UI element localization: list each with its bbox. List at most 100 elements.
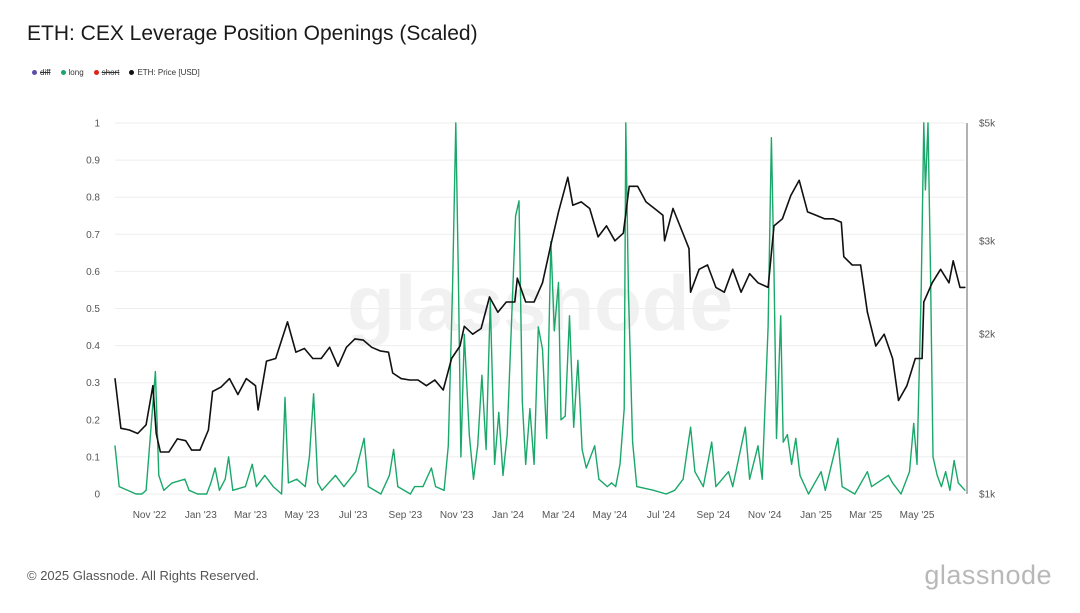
long-point <box>321 489 323 491</box>
long-point <box>945 471 947 473</box>
long-point <box>927 122 929 124</box>
long-point <box>892 482 894 484</box>
legend-label: diff <box>40 68 51 77</box>
long-point <box>414 486 416 488</box>
price-point <box>533 301 535 303</box>
price-point <box>392 372 394 374</box>
price-point <box>176 438 178 440</box>
long-point <box>525 463 527 465</box>
long-point <box>460 456 462 458</box>
price-point <box>875 345 877 347</box>
legend-item[interactable]: diff <box>32 68 51 77</box>
x-tick-label: Mar '24 <box>542 510 575 521</box>
long-point <box>472 478 475 480</box>
long-point <box>573 426 575 428</box>
legend-item[interactable]: ETH: Price [USD] <box>129 68 200 77</box>
x-tick-label: Jul '23 <box>339 510 368 521</box>
long-point <box>749 478 751 480</box>
long-point <box>537 326 539 328</box>
price-point <box>921 357 923 360</box>
long-point <box>468 434 470 436</box>
long-point <box>214 467 216 469</box>
long-point <box>702 486 704 488</box>
long-point <box>694 471 696 473</box>
price-point <box>541 282 544 284</box>
price-point <box>866 311 869 313</box>
long-point <box>936 474 938 476</box>
long-point <box>430 467 432 469</box>
long-point <box>690 426 692 428</box>
long-point <box>900 493 902 495</box>
long-point <box>287 482 289 484</box>
long-point <box>304 486 306 488</box>
long-point <box>744 426 746 428</box>
legend-item[interactable]: long <box>60 68 84 77</box>
price-point <box>451 357 453 360</box>
price-point <box>488 296 491 298</box>
price-point <box>199 449 201 451</box>
long-point <box>841 486 843 488</box>
y-tick-label-left: 0.7 <box>86 230 100 241</box>
copyright-text: © 2025 Glassnode. All Rights Reserved. <box>27 568 260 583</box>
price-point <box>155 432 157 435</box>
chart-title: ETH: CEX Leverage Position Openings (Sca… <box>27 22 478 45</box>
long-point <box>957 482 959 484</box>
long-point <box>866 471 869 473</box>
y-tick-label-left: 0.9 <box>86 156 100 167</box>
price-point <box>237 393 239 396</box>
price-point <box>254 385 257 387</box>
long-point <box>251 463 253 465</box>
legend-swatch <box>93 70 99 75</box>
price-point <box>362 339 364 341</box>
price-point <box>265 360 268 362</box>
price-point <box>459 345 461 347</box>
price-point <box>823 218 826 220</box>
long-point <box>610 482 613 484</box>
legend-label: ETH: Price [USD] <box>137 68 200 77</box>
price-point <box>807 211 809 213</box>
long-point <box>457 278 459 280</box>
series-group <box>114 122 966 495</box>
price-point <box>815 214 817 216</box>
long-point <box>422 486 424 488</box>
price-point <box>337 365 339 367</box>
long-point <box>924 189 927 191</box>
long-point <box>577 359 579 361</box>
long-point <box>761 478 763 480</box>
price-point <box>781 218 784 220</box>
price-point <box>883 333 885 335</box>
price-point <box>159 451 161 453</box>
price-point <box>354 338 356 340</box>
price-point <box>622 232 624 234</box>
price-point <box>589 207 591 210</box>
long-point <box>498 411 500 413</box>
long-point <box>114 445 116 447</box>
long-point <box>281 493 283 495</box>
long-point <box>188 489 190 491</box>
long-point <box>653 489 655 491</box>
long-point <box>546 437 548 439</box>
price-point <box>275 357 277 360</box>
long-point <box>560 419 562 421</box>
price-point <box>409 379 411 381</box>
long-point <box>343 486 345 488</box>
price-point <box>843 256 845 258</box>
price-point <box>371 346 373 348</box>
long-point <box>206 493 208 495</box>
long-point <box>770 137 773 139</box>
price-point <box>688 248 690 250</box>
price-point <box>580 201 582 203</box>
price-point <box>931 282 933 284</box>
long-point <box>594 445 596 447</box>
price-point <box>757 282 759 284</box>
price-point <box>387 351 390 353</box>
price-point <box>505 301 507 303</box>
legend-item[interactable]: short <box>93 68 119 77</box>
price-point <box>959 286 961 288</box>
price-point <box>860 264 862 266</box>
price-point <box>207 429 209 431</box>
long-point <box>916 463 918 465</box>
price-point <box>749 273 751 275</box>
long-point <box>485 448 487 451</box>
